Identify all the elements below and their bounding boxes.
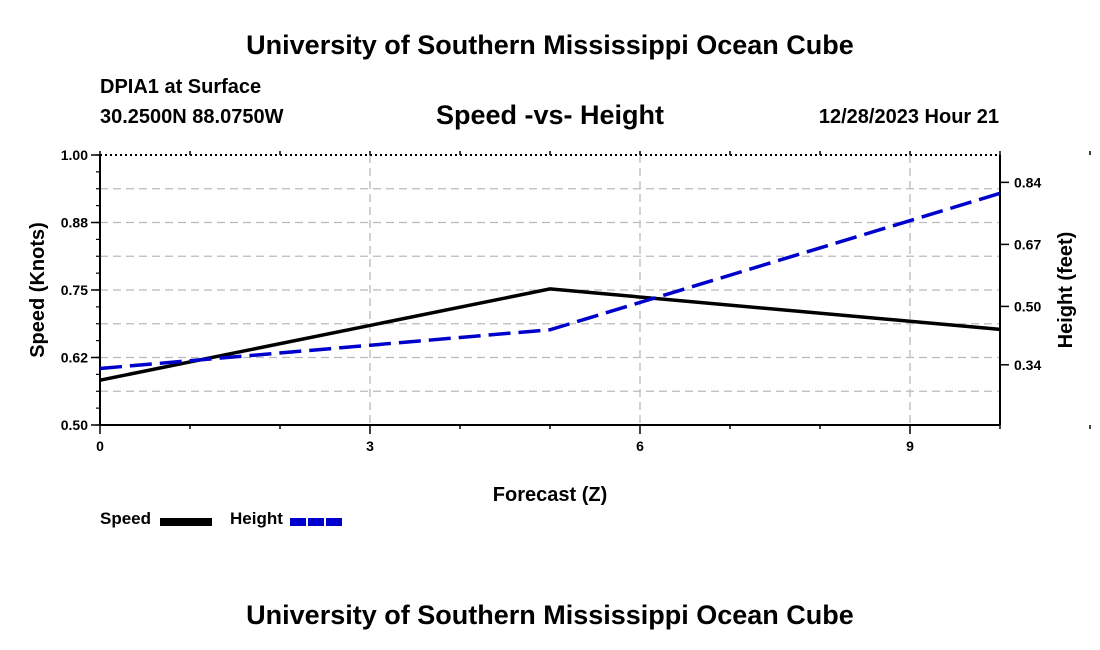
y-tick-label: 0.75 xyxy=(61,282,88,298)
y2-tick-label: 0.50 xyxy=(1014,298,1041,314)
y-tick-label: 0.62 xyxy=(61,350,88,366)
footer-title: University of Southern Mississippi Ocean… xyxy=(246,600,854,630)
y-axis-title: Speed (Knots) xyxy=(27,222,49,358)
y-tick-label: 1.00 xyxy=(61,147,88,163)
x-axis-title: Forecast (Z) xyxy=(493,484,607,506)
datetime-label: 12/28/2023 Hour 21 xyxy=(818,106,999,128)
x-tick-label: 6 xyxy=(636,438,644,454)
legend-speed-label: Speed xyxy=(100,509,152,528)
x-tick-label: 9 xyxy=(906,438,914,454)
main-title: University of Southern Mississippi Ocean… xyxy=(246,30,854,60)
legend-speed-swatch xyxy=(160,518,212,526)
series-line-speed xyxy=(99,287,1001,382)
y2-tick-label: 0.84 xyxy=(1014,174,1041,190)
series-line-height xyxy=(99,191,1001,371)
chart-title: Speed -vs- Height xyxy=(435,100,665,130)
y-tick-label: 0.88 xyxy=(61,215,88,231)
station-label: DPIA1 at Surface xyxy=(100,76,262,98)
y2-tick-label: 0.67 xyxy=(1014,236,1041,252)
legend-height-label: Height xyxy=(230,509,283,528)
legend-height-swatch xyxy=(290,518,342,526)
x-tick-label: 0 xyxy=(96,438,104,454)
y-tick-label: 0.50 xyxy=(61,417,88,433)
coordinates-label: 30.2500N 88.0750W xyxy=(100,106,284,128)
y2-tick-label: 0.34 xyxy=(1014,357,1041,373)
y2-axis-title: Height (feet) xyxy=(1055,232,1077,349)
x-tick-label: 3 xyxy=(366,438,374,454)
